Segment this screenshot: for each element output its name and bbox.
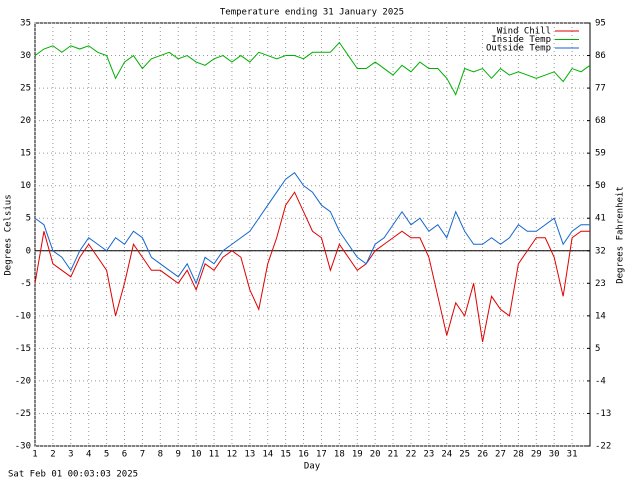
x-tick-label: 8 — [158, 450, 163, 460]
legend-label: Inside Temp — [491, 35, 551, 45]
y-tick-label: 15 — [20, 149, 31, 159]
y-tick-label: -25 — [15, 409, 31, 419]
y2-tick-label: 23 — [595, 279, 606, 289]
y-tick-label: 5 — [26, 214, 31, 224]
timestamp: Sat Feb 01 00:03:03 2025 — [8, 470, 138, 480]
y2-tick-label: 50 — [595, 181, 606, 191]
y-tick-label: 10 — [20, 181, 31, 191]
y2-tick-label: 68 — [595, 116, 606, 126]
y2-tick-label: -13 — [595, 409, 611, 419]
y2-axis-label: Degrees Fahrenheit — [616, 186, 626, 284]
y2-tick-label: -4 — [595, 376, 606, 386]
x-tick-label: 2 — [50, 450, 55, 460]
y2-tick-label: 77 — [595, 84, 606, 94]
y-tick-label: 30 — [20, 51, 31, 61]
legend-label: Wind Chill — [497, 27, 551, 37]
y2-tick-label: 59 — [595, 149, 606, 159]
x-tick-label: 26 — [477, 450, 488, 460]
y-tick-label: 25 — [20, 84, 31, 94]
x-tick-label: 1 — [32, 450, 37, 460]
y2-tick-label: 32 — [595, 246, 606, 256]
x-tick-label: 21 — [388, 450, 399, 460]
y-tick-label: 0 — [26, 246, 31, 256]
x-tick-label: 4 — [86, 450, 91, 460]
y-tick-label: -10 — [15, 311, 31, 321]
x-tick-label: 11 — [209, 450, 220, 460]
x-tick-label: 3 — [68, 450, 73, 460]
y-tick-label: 20 — [20, 116, 31, 126]
x-tick-label: 28 — [513, 450, 524, 460]
x-tick-label: 27 — [495, 450, 506, 460]
y-tick-label: -15 — [15, 344, 31, 354]
x-tick-label: 15 — [280, 450, 291, 460]
y-tick-label: -30 — [15, 442, 31, 452]
x-tick-label: 20 — [370, 450, 381, 460]
chart-title: Temperature ending 31 January 2025 — [220, 8, 404, 18]
x-tick-label: 24 — [441, 450, 452, 460]
x-tick-label: 30 — [549, 450, 560, 460]
y2-tick-label: -22 — [595, 442, 611, 452]
x-tick-label: 13 — [244, 450, 255, 460]
x-tick-label: 19 — [352, 450, 363, 460]
y-tick-label: -5 — [20, 279, 31, 289]
x-tick-label: 9 — [176, 450, 181, 460]
series-line — [34, 41, 591, 96]
y-tick-label: 35 — [20, 19, 31, 29]
series-line — [34, 171, 590, 285]
y2-tick-label: 5 — [595, 344, 600, 354]
x-tick-label: 10 — [191, 450, 202, 460]
x-tick-label: 29 — [531, 450, 542, 460]
x-tick-label: 16 — [298, 450, 309, 460]
x-tick-label: 22 — [406, 450, 417, 460]
x-tick-label: 25 — [459, 450, 470, 460]
x-tick-label: 14 — [262, 450, 273, 460]
y2-tick-label: 41 — [595, 214, 606, 224]
y2-tick-label: 95 — [595, 19, 606, 29]
x-axis-label: Day — [304, 462, 321, 472]
series-line — [34, 191, 590, 342]
y-tick-label: -20 — [15, 376, 31, 386]
x-tick-label: 6 — [122, 450, 127, 460]
x-tick-label: 17 — [316, 450, 327, 460]
y2-tick-label: 14 — [595, 311, 606, 321]
x-tick-label: 18 — [334, 450, 345, 460]
x-tick-label: 7 — [140, 450, 145, 460]
x-tick-label: 31 — [567, 450, 578, 460]
x-tick-label: 5 — [104, 450, 109, 460]
legend-label: Outside Temp — [486, 44, 551, 54]
x-tick-label: 12 — [227, 450, 238, 460]
y-axis-label: Degrees Celsius — [4, 194, 14, 275]
x-tick-label: 23 — [423, 450, 434, 460]
plot-frame — [34, 22, 591, 447]
y2-tick-label: 86 — [595, 51, 606, 61]
